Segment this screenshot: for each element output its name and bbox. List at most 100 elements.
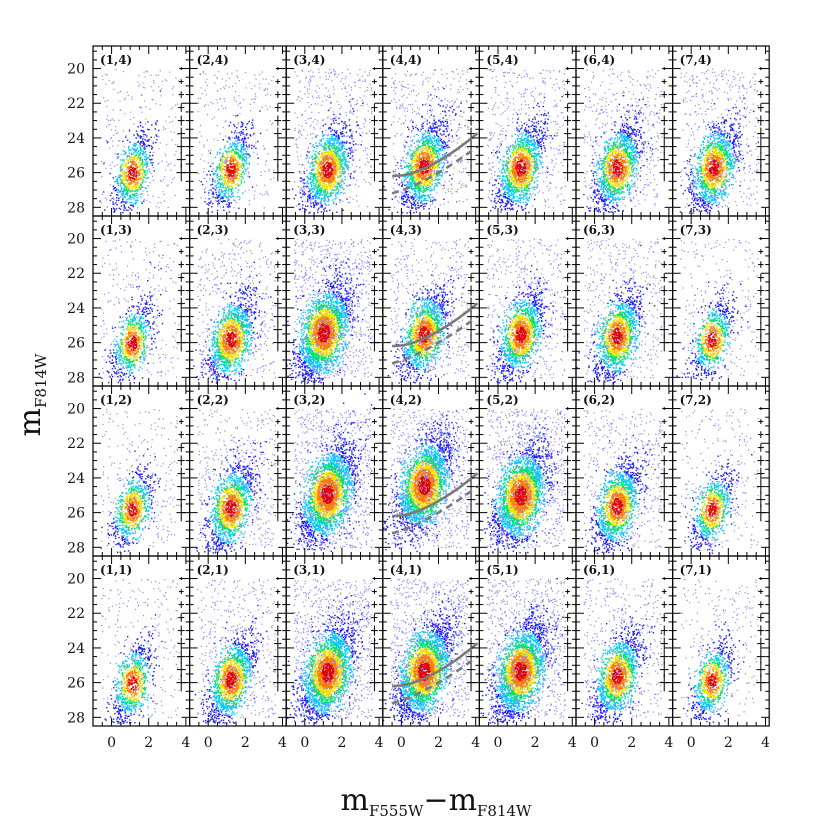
star-point <box>441 145 443 147</box>
star-point <box>115 188 117 190</box>
star-point <box>345 75 347 78</box>
star-point <box>246 123 249 125</box>
star-point <box>244 181 246 183</box>
star-point <box>443 154 445 157</box>
star-point <box>427 173 429 175</box>
star-point <box>116 197 118 199</box>
star-point <box>122 191 124 193</box>
star-point <box>218 203 220 205</box>
star-point <box>234 149 237 151</box>
star-point <box>241 125 243 128</box>
star-point <box>144 123 146 125</box>
star-point <box>345 95 347 97</box>
star-point <box>150 136 152 138</box>
star-point <box>244 153 246 155</box>
star-point <box>212 178 214 180</box>
star-point <box>330 163 333 165</box>
star-point <box>232 148 234 151</box>
star-point <box>231 176 233 178</box>
star-point <box>222 200 224 202</box>
star-point <box>235 176 237 178</box>
star-point <box>426 164 428 166</box>
star-point <box>345 131 348 134</box>
star-point <box>230 202 233 204</box>
star-point <box>131 209 133 211</box>
star-point <box>327 140 330 142</box>
star-point <box>442 110 444 113</box>
star-point <box>246 146 248 148</box>
star-point <box>233 132 236 134</box>
star-point <box>310 117 312 119</box>
star-point <box>219 98 221 100</box>
star-point <box>429 197 431 199</box>
star-point <box>252 119 254 121</box>
star-point <box>124 174 126 176</box>
star-point <box>140 145 142 147</box>
star-point <box>333 147 335 149</box>
star-point <box>127 189 130 192</box>
star-point <box>317 211 319 214</box>
star-point <box>339 157 341 159</box>
star-point <box>342 121 344 123</box>
star-point <box>324 169 326 172</box>
star-point <box>110 137 112 139</box>
star-point <box>429 180 432 182</box>
star-point <box>358 185 360 187</box>
star-point <box>432 147 434 149</box>
star-point <box>128 176 131 178</box>
star-point <box>328 177 330 179</box>
star-point <box>172 86 174 88</box>
star-point <box>139 166 141 168</box>
star-point <box>153 82 155 84</box>
star-point <box>318 178 320 181</box>
star-point <box>227 186 229 188</box>
star-point <box>311 173 314 175</box>
star-point <box>247 175 249 177</box>
star-point <box>233 174 235 177</box>
star-point <box>239 102 241 104</box>
star-point <box>320 145 322 147</box>
star-point <box>312 201 315 204</box>
star-point <box>333 179 335 181</box>
star-point <box>333 172 335 174</box>
star-point <box>358 133 361 135</box>
star-point <box>313 165 315 167</box>
star-point <box>171 182 173 184</box>
star-point <box>198 102 200 104</box>
star-point <box>129 196 131 198</box>
star-point <box>268 170 270 172</box>
star-point <box>407 153 409 155</box>
star-point <box>347 152 349 154</box>
star-point <box>331 175 333 178</box>
star-point <box>324 146 326 148</box>
star-point <box>137 207 139 209</box>
star-point <box>316 193 319 195</box>
star-point <box>314 173 317 175</box>
star-point <box>307 162 310 164</box>
star-point <box>323 149 325 151</box>
star-point <box>433 145 435 147</box>
star-point <box>231 177 233 179</box>
star-point <box>130 169 132 171</box>
star-point <box>320 200 322 202</box>
star-point <box>334 73 336 75</box>
star-point <box>150 74 152 76</box>
star-point <box>421 142 424 145</box>
star-points <box>383 68 470 214</box>
star-point <box>334 155 337 157</box>
star-point <box>99 200 101 202</box>
star-point <box>366 154 368 156</box>
star-point <box>201 92 203 95</box>
star-point <box>154 122 157 124</box>
star-point <box>339 175 341 177</box>
star-point <box>439 125 441 127</box>
star-point <box>358 127 360 129</box>
star-point <box>330 194 333 196</box>
star-point <box>126 193 128 195</box>
star-point <box>122 71 125 73</box>
star-point <box>217 195 220 198</box>
star-point <box>332 177 335 179</box>
star-point <box>227 175 229 177</box>
star-point <box>326 191 328 193</box>
star-point <box>128 176 130 178</box>
